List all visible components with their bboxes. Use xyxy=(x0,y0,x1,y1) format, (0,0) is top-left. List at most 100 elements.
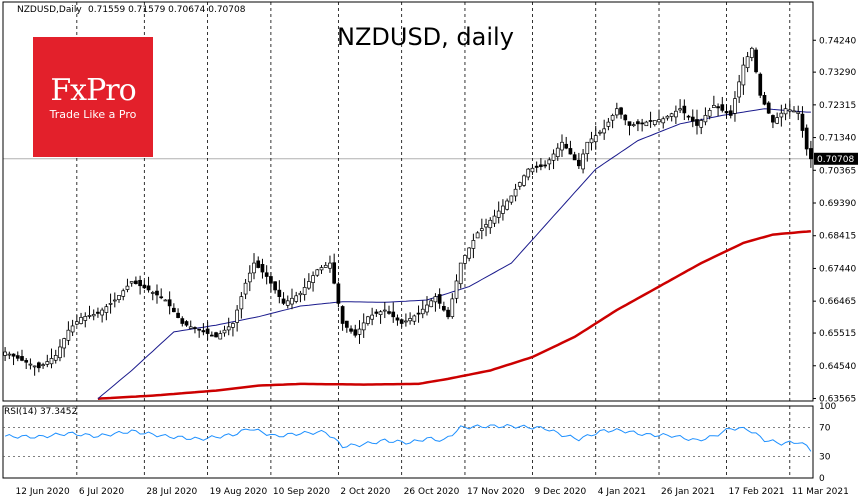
candle xyxy=(589,131,594,151)
candle xyxy=(610,113,615,129)
candle xyxy=(809,140,813,168)
candle xyxy=(37,361,41,373)
price-tick-label: 0.67440 xyxy=(819,264,856,274)
candle xyxy=(551,149,556,170)
rsi-frame xyxy=(2,405,814,479)
candle xyxy=(699,118,704,135)
rsi-tick-label: 70 xyxy=(819,424,831,434)
ma-200-path xyxy=(97,229,812,400)
x-tick-label: 6 Jul 2020 xyxy=(79,487,124,497)
candle xyxy=(41,362,45,369)
candle xyxy=(471,233,476,259)
candle xyxy=(370,307,374,326)
candle xyxy=(129,281,134,287)
candle xyxy=(690,109,695,128)
candle xyxy=(724,104,729,119)
candle xyxy=(117,295,121,303)
candle xyxy=(412,314,417,326)
candle xyxy=(62,337,67,358)
ma-50-path xyxy=(97,108,811,400)
candle xyxy=(214,331,218,338)
candle xyxy=(197,328,202,338)
candle xyxy=(585,141,590,162)
candle xyxy=(450,293,455,319)
candle xyxy=(121,288,126,301)
candle xyxy=(142,280,147,290)
candle xyxy=(87,305,92,319)
symbol-header: NZDUSD,Daily xyxy=(17,5,82,15)
price-tick-label: 0.73290 xyxy=(819,68,856,78)
candle xyxy=(796,105,801,121)
candle xyxy=(619,106,623,119)
candle xyxy=(682,99,687,121)
candle xyxy=(353,324,358,338)
x-tick-label: 26 Jan 2021 xyxy=(661,487,715,497)
candle xyxy=(298,290,303,303)
candle xyxy=(458,262,463,289)
candle xyxy=(184,320,189,327)
price-tick-label: 0.68415 xyxy=(819,232,856,242)
candle xyxy=(125,278,130,293)
candle xyxy=(167,291,172,315)
candle xyxy=(349,325,353,334)
candle xyxy=(180,316,185,327)
rsi-tick-label: 0 xyxy=(819,474,825,484)
ohlc-header: 0.71559 0.71579 0.70674 0.70708 xyxy=(88,5,246,15)
x-tick-label: 19 Aug 2020 xyxy=(210,487,268,497)
chart-title: NZDUSD, daily xyxy=(337,23,514,51)
candle xyxy=(302,278,307,301)
candle xyxy=(420,300,425,319)
candle xyxy=(644,120,649,127)
candle xyxy=(361,313,366,338)
candle xyxy=(53,349,58,364)
candle xyxy=(526,167,531,181)
candle xyxy=(712,95,716,108)
candle xyxy=(340,305,345,331)
price-tick-label: 0.65515 xyxy=(819,329,856,339)
candle xyxy=(636,119,640,132)
candle xyxy=(648,111,653,128)
candle xyxy=(442,301,446,312)
candle xyxy=(467,247,472,262)
candle xyxy=(661,116,666,129)
candle xyxy=(720,96,725,113)
price-tick-label: 0.70365 xyxy=(819,166,856,176)
candle xyxy=(665,115,670,121)
candle xyxy=(408,312,412,325)
x-axis-labels: 12 Jun 2020 6 Jul 2020 28 Jul 2020 19 Aug 2… xyxy=(16,487,849,497)
candle xyxy=(357,320,362,344)
candle xyxy=(463,255,467,270)
candle xyxy=(627,121,632,136)
candle xyxy=(344,320,349,333)
candle xyxy=(273,281,277,294)
candle xyxy=(366,315,370,326)
candle xyxy=(294,291,299,304)
candle xyxy=(155,284,159,304)
candle xyxy=(530,164,535,175)
candle xyxy=(513,183,518,202)
candle xyxy=(766,101,771,114)
x-tick-label: 2 Oct 2020 xyxy=(340,487,390,497)
candle xyxy=(336,281,341,308)
candle xyxy=(446,307,450,320)
candle xyxy=(669,112,674,122)
candle xyxy=(311,271,315,292)
candle xyxy=(404,313,408,327)
candle xyxy=(112,292,117,308)
price-tick-label: 0.66465 xyxy=(819,297,856,307)
candle xyxy=(328,255,332,273)
candle xyxy=(522,174,526,187)
x-tick-label: 26 Oct 2020 xyxy=(404,487,460,497)
candle xyxy=(395,314,400,326)
candle xyxy=(488,217,493,234)
candle xyxy=(163,299,168,302)
candle xyxy=(539,158,543,171)
candle xyxy=(45,354,50,368)
candle xyxy=(543,160,547,169)
candle xyxy=(15,351,20,362)
candle xyxy=(695,109,699,135)
rsi-panel: 100 70 30 0 xyxy=(3,402,836,484)
candle xyxy=(492,209,497,227)
logo-tagline: Trade Like a Pro xyxy=(49,108,137,121)
axes-group: 0.74240 0.73290 0.72315 0.71340 0.70365 0.693… xyxy=(2,1,858,479)
